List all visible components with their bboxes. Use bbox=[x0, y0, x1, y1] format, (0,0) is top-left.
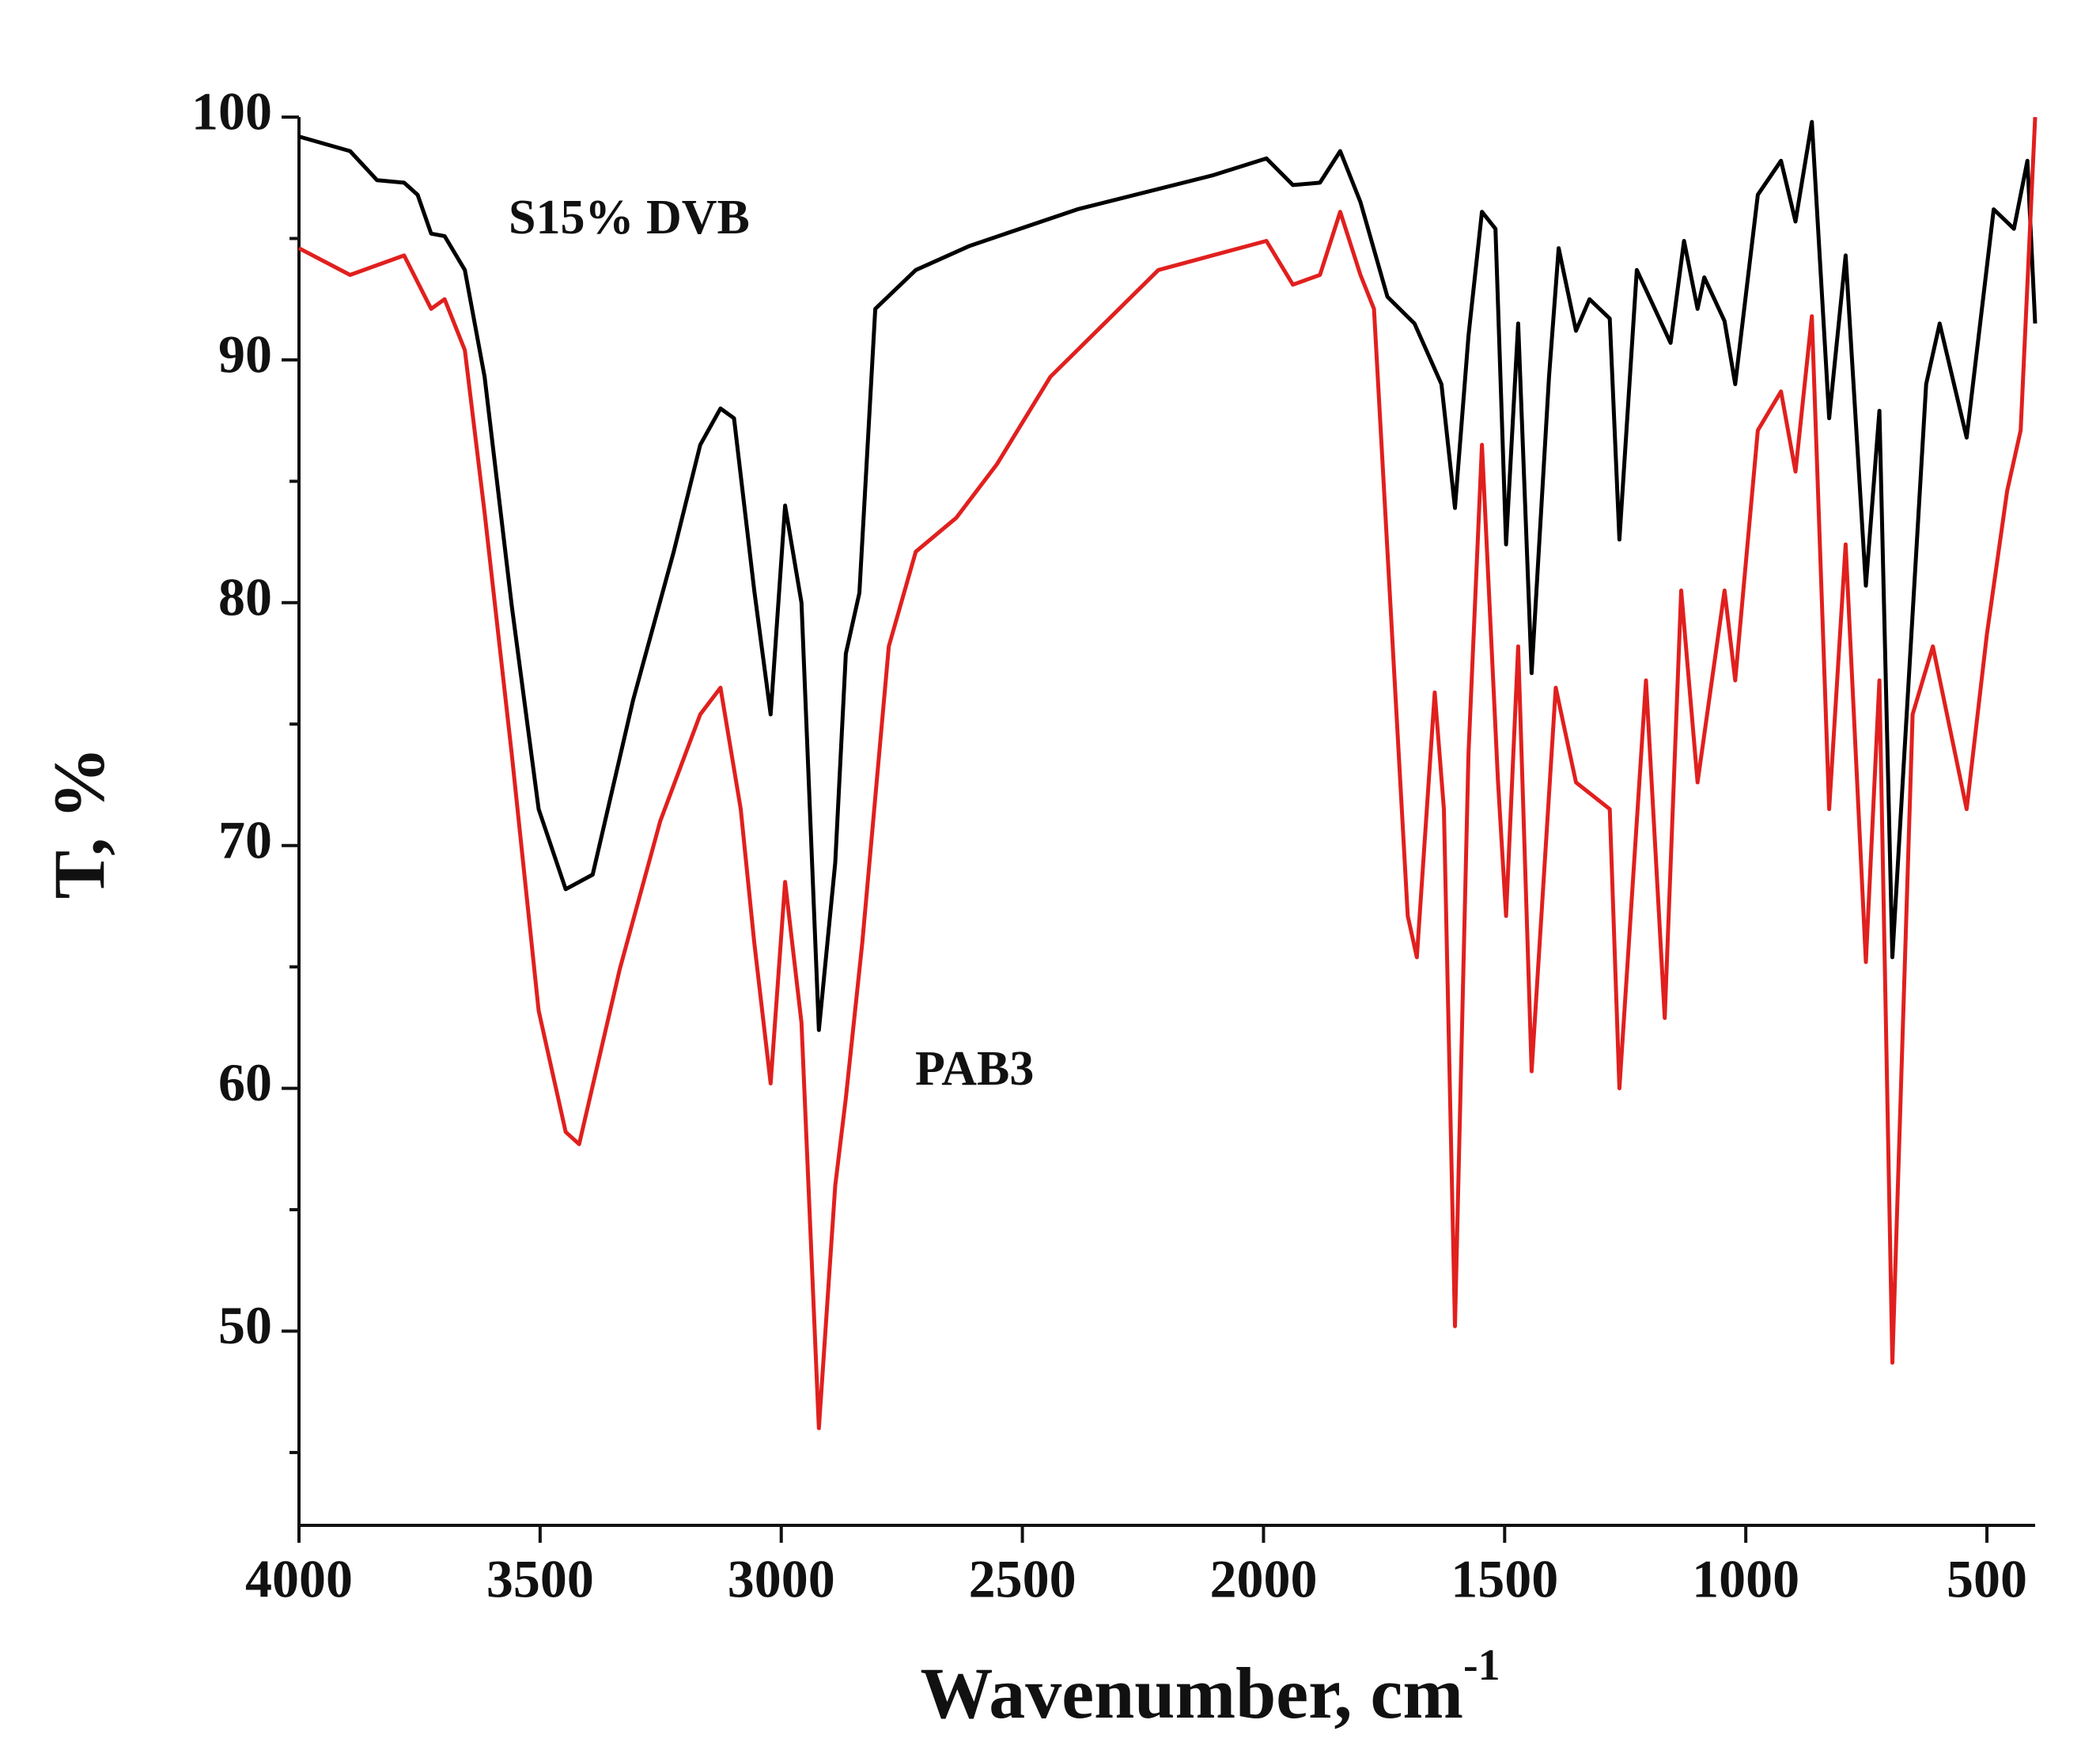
x-tick-label: 1000 bbox=[1692, 1549, 1799, 1609]
x-tick-label: 3000 bbox=[728, 1549, 835, 1609]
y-axis-label: T, % bbox=[39, 747, 119, 900]
spectrum-line bbox=[297, 116, 2038, 1430]
x-tick-label: 4000 bbox=[245, 1549, 353, 1609]
spectrum-line bbox=[298, 119, 2038, 1032]
x-tick-label: 500 bbox=[1947, 1549, 2027, 1609]
x-axis-label-text: Wavenumber, cm bbox=[920, 1653, 1463, 1733]
x-tick-label: 2500 bbox=[969, 1549, 1076, 1609]
y-tick-label: 100 bbox=[191, 81, 272, 142]
x-tick-label: 2000 bbox=[1209, 1549, 1317, 1609]
x-tick-label: 1500 bbox=[1451, 1549, 1558, 1609]
y-tick-label: 70 bbox=[218, 809, 272, 869]
x-axis-label-superscript: -1 bbox=[1463, 1641, 1500, 1690]
y-tick-label: 60 bbox=[218, 1052, 272, 1112]
series-label: S15% DVB bbox=[509, 191, 750, 244]
series-label: PAB3 bbox=[915, 1042, 1034, 1096]
x-axis-label: Wavenumber, cm-1 bbox=[920, 1641, 1500, 1733]
y-tick-label: 90 bbox=[218, 324, 272, 385]
x-tick-label: 3500 bbox=[486, 1549, 594, 1609]
y-tick-label: 80 bbox=[218, 566, 272, 627]
y-tick-label: 50 bbox=[218, 1295, 272, 1355]
